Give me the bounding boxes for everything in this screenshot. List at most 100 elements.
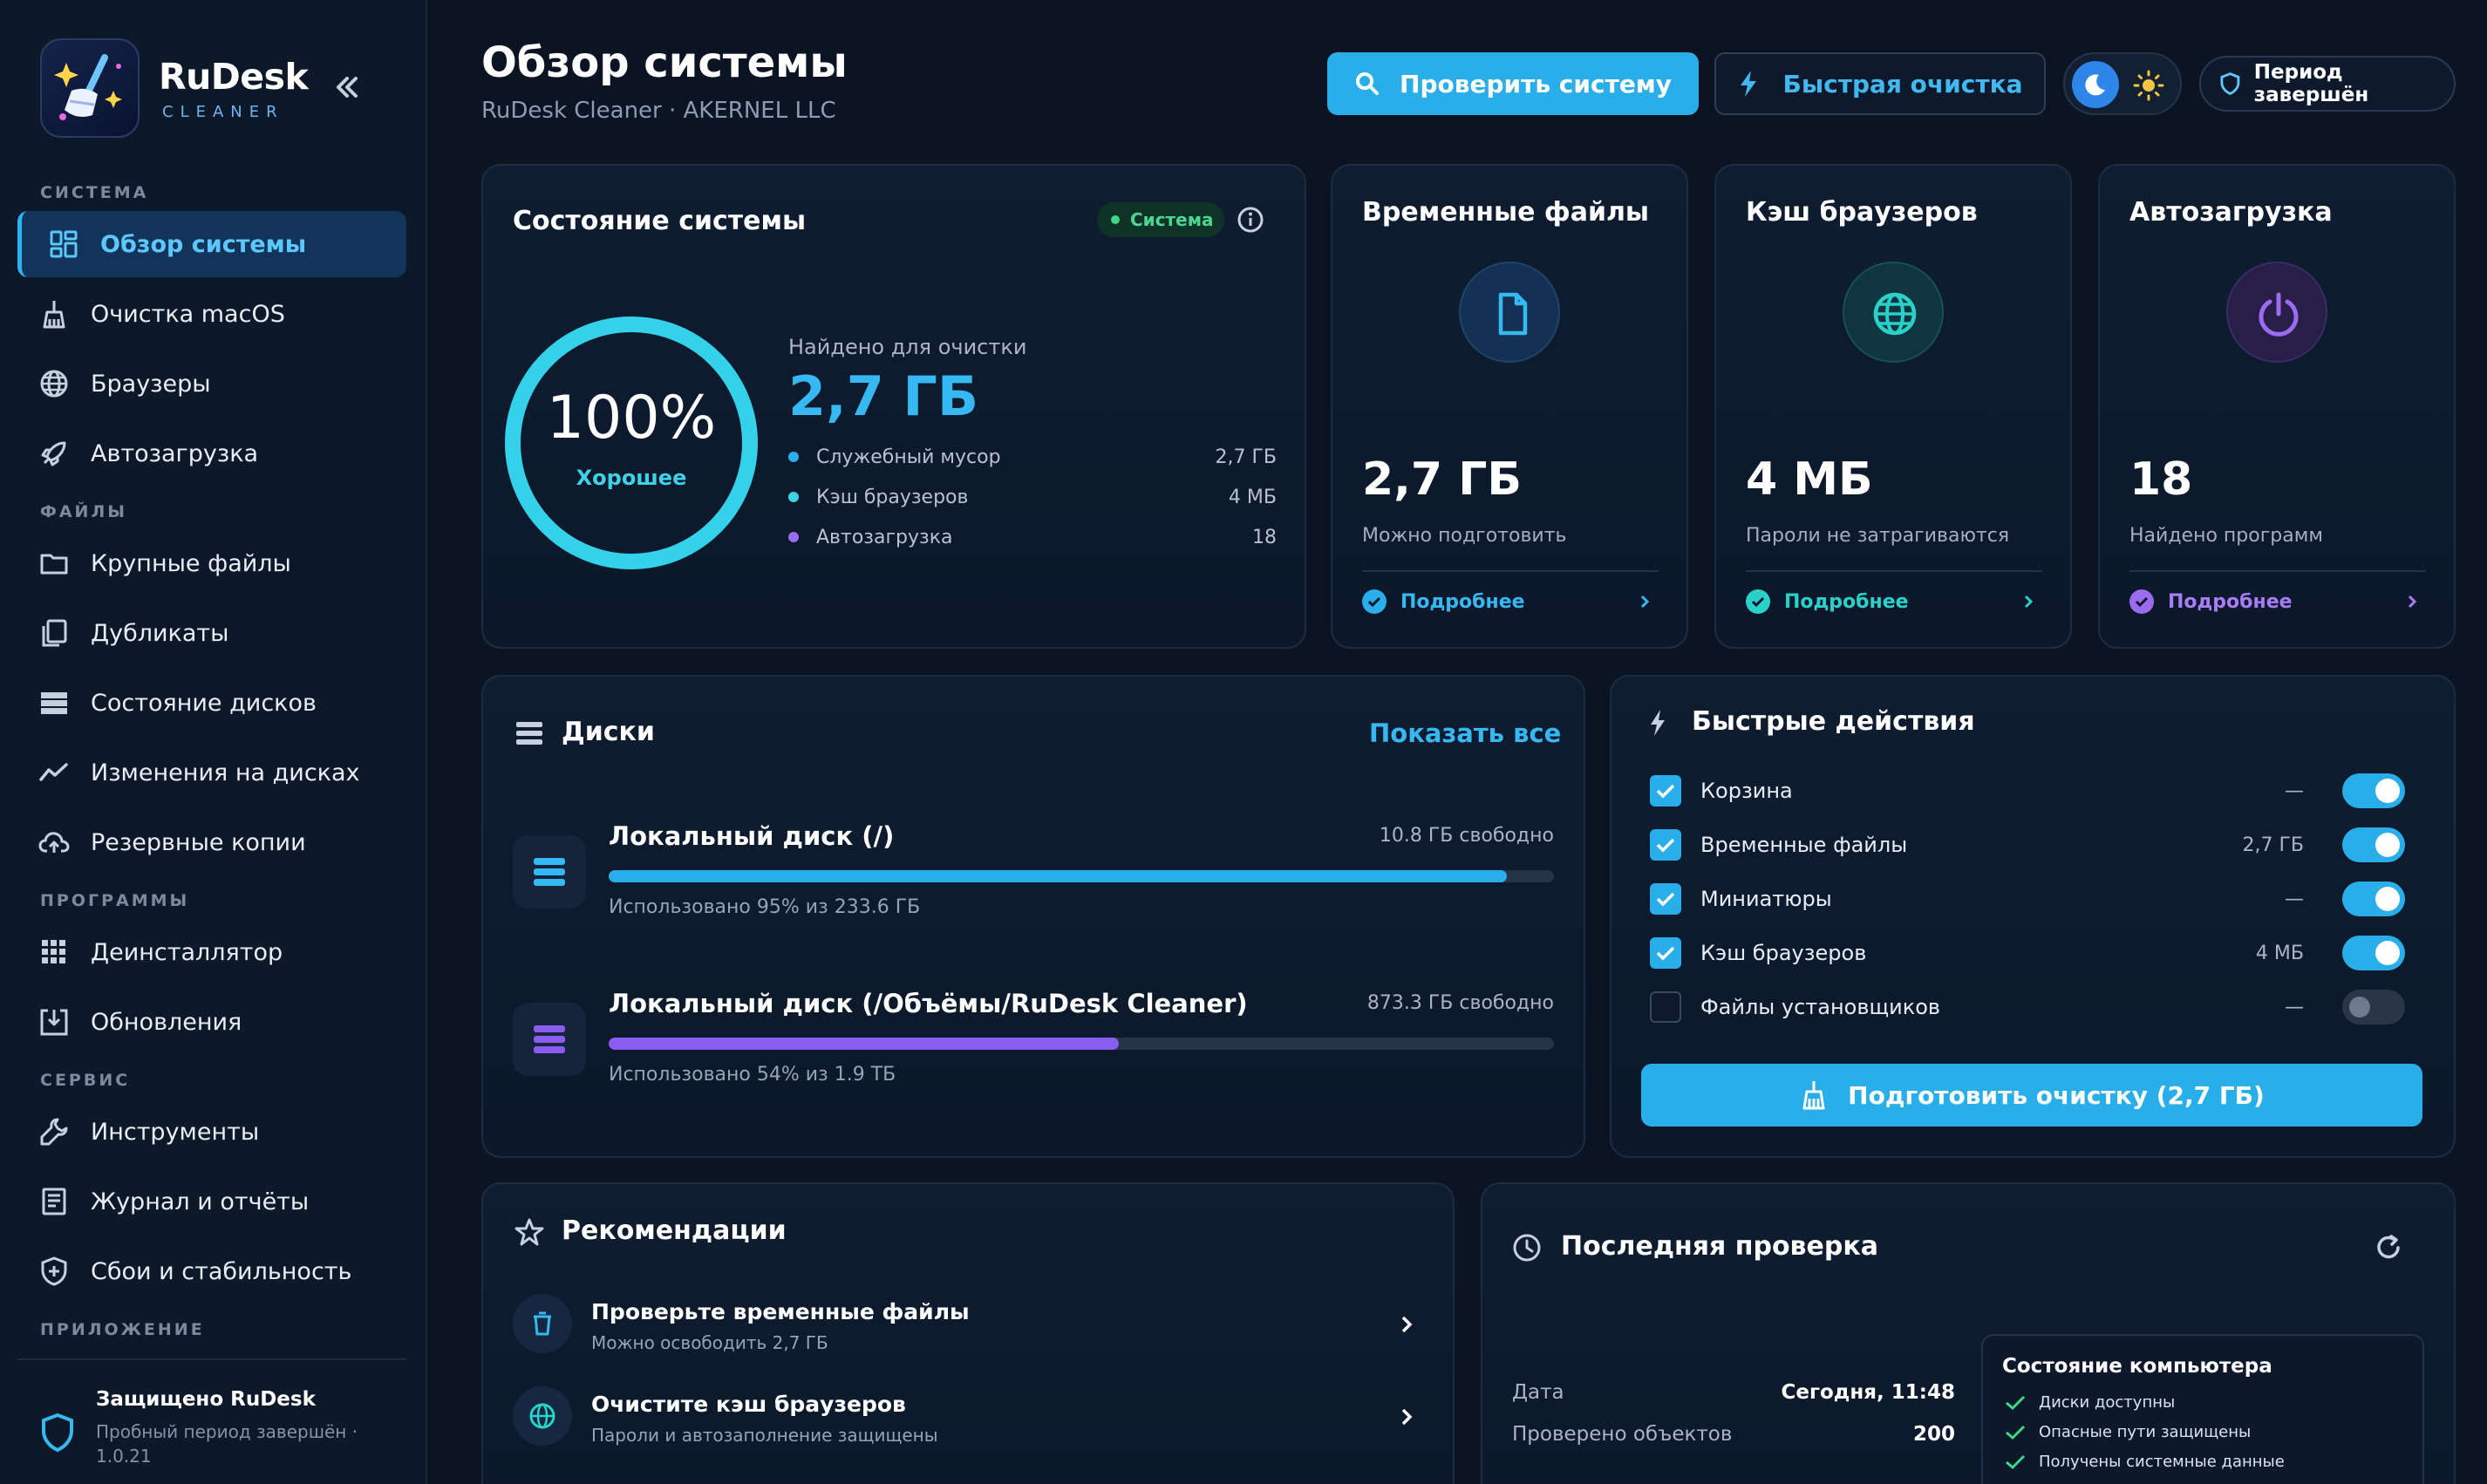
broom-icon — [43, 301, 65, 329]
recommendation-sub: Можно освободить 2,7 ГБ — [591, 1332, 828, 1353]
wrench-icon — [40, 1118, 68, 1146]
toggle-switch[interactable] — [2342, 773, 2405, 808]
toggle-switch[interactable] — [2342, 882, 2405, 916]
chevron-right-icon[interactable] — [2020, 593, 2037, 610]
autostart-card[interactable] — [2098, 164, 2456, 649]
protection-subtitle: Пробный период завершён · 1.0.21 — [96, 1421, 358, 1467]
divider — [1362, 570, 1659, 572]
globe-icon — [513, 1386, 572, 1446]
prepare-clean-button[interactable]: Подготовить очистку (2,7 ГБ) — [1641, 1064, 2422, 1127]
section-label-programs: ПРОГРАММЫ — [40, 891, 190, 910]
sidebar-item-uninstaller[interactable]: Деинсталлятор — [17, 919, 406, 985]
sidebar-item-browsers[interactable]: Браузеры — [17, 351, 406, 417]
browser-cache-sub: Пароли не затрагиваются — [1746, 525, 2010, 547]
sidebar-item-disk-state[interactable]: Состояние дисков — [17, 670, 406, 736]
quick-action-row[interactable]: Миниатюры — — [1650, 880, 2405, 918]
temp-files-sub: Можно подготовить — [1362, 525, 1567, 547]
autostart-more-link[interactable]: Подробнее — [2129, 589, 2293, 614]
disk-name: Локальный диск (/) — [609, 821, 895, 851]
sun-icon[interactable] — [2129, 66, 2168, 105]
sidebar-item-label: Сбои и стабильность — [91, 1257, 352, 1285]
sidebar-item-label: Инструменты — [91, 1118, 260, 1146]
page-subtitle: RuDesk Cleaner · AKERNEL LLC — [481, 98, 836, 124]
sidebar-item-crashes[interactable]: Сбои и стабильность — [17, 1238, 406, 1304]
period-label: Период завершён — [2253, 61, 2369, 106]
quick-action-row[interactable]: Временные файлы 2,7 ГБ — [1650, 826, 2405, 864]
chevron-right-icon[interactable] — [2403, 593, 2421, 610]
sidebar-item-large-files[interactable]: Крупные файлы — [17, 530, 406, 596]
legend-item: Кэш браузеров 4 МБ — [788, 483, 1277, 511]
health-score-label: Хорошее — [576, 466, 687, 490]
chevron-right-icon[interactable] — [1636, 593, 1653, 610]
disk-free-space: 873.3 ГБ свободно — [1366, 992, 1554, 1014]
shield-icon — [2220, 72, 2240, 95]
temp-files-card[interactable] — [1331, 164, 1688, 649]
sidebar-item-label: Изменения на дисках — [91, 759, 360, 786]
recommendation-title[interactable]: Проверьте временные файлы — [591, 1299, 970, 1324]
checkbox[interactable] — [1650, 991, 1681, 1023]
section-label-system: СИСТЕМА — [40, 183, 149, 202]
autostart-value: 18 — [2129, 453, 2193, 506]
sidebar-item-macos-clean[interactable]: Очистка macOS — [17, 281, 406, 347]
sidebar-item-label: Деинсталлятор — [91, 938, 283, 966]
browser-cache-more-link[interactable]: Подробнее — [1746, 589, 1909, 614]
disk-used-text: Использовано 54% из 1.9 ТБ — [609, 1064, 896, 1086]
recommendation-title[interactable]: Очистите кэш браузеров — [591, 1392, 906, 1417]
status-item: Диски доступны — [2004, 1393, 2175, 1412]
sidebar-item-tools[interactable]: Инструменты — [17, 1099, 406, 1165]
show-all-disks-link[interactable]: Показать все — [1369, 718, 1562, 748]
sidebar-item-label: Браузеры — [91, 370, 211, 398]
broom-icon — [1802, 1081, 1825, 1110]
sidebar-item-reports[interactable]: Журнал и отчёты — [17, 1168, 406, 1235]
sidebar-item-disk-changes[interactable]: Изменения на дисках — [17, 739, 406, 806]
sidebar-item-label: Журнал и отчёты — [91, 1188, 310, 1215]
chevron-right-icon[interactable] — [1397, 1407, 1416, 1426]
sidebar-item-updates[interactable]: Обновления — [17, 989, 406, 1055]
checkbox[interactable] — [1650, 883, 1681, 915]
disk-usage-bar — [609, 870, 1554, 882]
computer-status-title: Состояние компьютера — [2002, 1355, 2272, 1378]
recommendations-card — [481, 1182, 1455, 1484]
quick-action-row[interactable]: Кэш браузеров 4 МБ — [1650, 934, 2405, 972]
quick-clean-button[interactable]: Быстрая очистка — [1714, 52, 2046, 115]
checkbox[interactable] — [1650, 937, 1681, 969]
rocket-icon — [41, 441, 66, 466]
temp-files-value: 2,7 ГБ — [1362, 453, 1522, 506]
check-system-button[interactable]: Проверить систему — [1327, 52, 1699, 115]
brand-subtitle: CLEANER — [162, 102, 284, 121]
sidebar-item-duplicates[interactable]: Дубликаты — [17, 600, 406, 666]
lightning-icon — [1740, 71, 1756, 97]
last-check-date-value: Сегодня, 11:48 — [1781, 1381, 1956, 1404]
disks-card — [481, 675, 1585, 1158]
check-icon — [2006, 1395, 2026, 1410]
sidebar-item-autostart[interactable]: Автозагрузка — [17, 420, 406, 487]
toggle-switch[interactable] — [2342, 936, 2405, 970]
folder-icon — [40, 554, 68, 575]
objects-checked-label: Проверено объектов — [1512, 1423, 1733, 1446]
sidebar-item-overview[interactable]: Обзор системы — [17, 211, 406, 277]
checkbox[interactable] — [1650, 775, 1681, 807]
period-ended-badge[interactable]: Период завершён — [2199, 56, 2456, 112]
refresh-icon[interactable] — [2374, 1233, 2403, 1263]
moon-icon[interactable] — [2072, 61, 2119, 108]
toggle-switch[interactable] — [2342, 827, 2405, 862]
sidebar-item-backups[interactable]: Резервные копии — [17, 809, 406, 875]
info-icon[interactable] — [1237, 206, 1264, 234]
quick-action-row[interactable]: Файлы установщиков — — [1650, 988, 2405, 1026]
chevron-right-icon[interactable] — [1397, 1315, 1416, 1334]
toggle-switch[interactable] — [2342, 990, 2405, 1025]
checkbox[interactable] — [1650, 829, 1681, 861]
star-icon — [514, 1218, 544, 1246]
brand-title: RuDesk — [159, 55, 309, 98]
clock-icon — [1513, 1234, 1541, 1262]
quick-action-row[interactable]: Корзина — — [1650, 772, 2405, 810]
theme-toggle[interactable] — [2063, 52, 2182, 115]
prepare-clean-label: Подготовить очистку (2,7 ГБ) — [1848, 1080, 2265, 1110]
temp-files-more-link[interactable]: Подробнее — [1362, 589, 1525, 614]
collapse-sidebar-icon[interactable] — [330, 70, 365, 105]
drives-icon — [41, 692, 67, 714]
check-system-label: Проверить систему — [1400, 69, 1672, 99]
sidebar-item-label: Дубликаты — [91, 619, 229, 647]
browser-cache-card[interactable] — [1714, 164, 2072, 649]
status-item: Опасные пути защищены — [2004, 1423, 2251, 1441]
